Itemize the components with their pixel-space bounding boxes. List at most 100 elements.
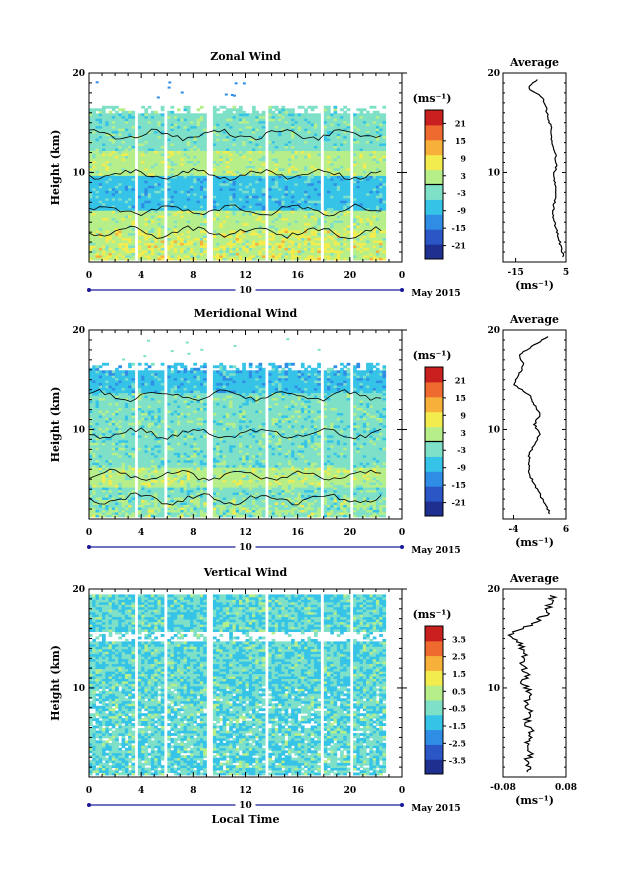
heatmap-cell [255,125,259,129]
heatmap-cell [294,242,299,246]
heatmap-cell [196,155,201,159]
heatmap-cell [115,210,119,214]
heatmap-cell [105,125,109,129]
heatmap-cell [128,177,132,181]
heatmap-cell [170,237,175,241]
heatmap-cell [124,123,129,127]
heatmap-cell [346,120,351,124]
heatmap-cell [115,140,119,144]
heatmap-cell [375,113,380,117]
heatmap-cell [330,140,334,144]
heatmap-cell [372,110,377,114]
heatmap-cell [167,118,171,122]
heatmap-cell [115,177,119,181]
heatmap-cell [196,190,201,194]
heatmap-cell [261,252,266,256]
heatmap-cell [235,252,240,256]
heatmap-cell [115,105,119,109]
heatmap-cell [271,190,276,194]
heatmap-cell [261,158,266,161]
heatmap-cell [222,143,227,146]
heatmap-cell [304,205,308,209]
heatmap-cell [160,232,165,236]
heatmap-cell [356,190,361,194]
heatmap-cell [219,115,224,119]
heatmap-cell [190,130,194,134]
heatmap-cell [124,148,129,151]
heatmap-cell [115,170,119,174]
heatmap-cell [111,220,116,224]
heatmap-cell [102,145,106,149]
heatmap-cell [268,237,272,241]
heatmap-cell [291,185,295,189]
heatmap-cell [131,250,136,253]
heatmap-cell [190,252,194,256]
heatmap-cell [271,207,276,211]
heatmap-cell [314,195,318,199]
heatmap-cell [102,148,106,151]
heatmap-cell [359,187,364,191]
heatmap-cell [369,160,374,164]
heatmap-cell [340,182,344,186]
heatmap-cell [379,197,383,201]
heatmap-cell [239,247,243,251]
heatmap-cell [239,225,243,229]
heatmap-cell [245,212,250,216]
heatmap-cell [216,210,220,214]
heatmap-cell [128,242,132,246]
heatmap-cell [118,240,122,243]
heatmap-cell [333,160,338,164]
heatmap-cell [245,255,250,258]
heatmap-cell [336,202,341,206]
heatmap-cell [196,177,201,181]
heatmap-cell [203,155,207,159]
heatmap-cell [115,225,119,229]
heatmap-cell [225,153,230,156]
heatmap-cell [268,255,272,258]
heatmap-cell [115,237,119,241]
heatmap-cell [362,182,367,186]
heatmap-cell [300,148,305,151]
heatmap-cell [314,120,318,124]
heatmap-cell [239,210,243,214]
heatmap-cell [336,170,341,174]
heatmap-cell [304,108,308,112]
heatmap-cell [137,160,142,164]
heatmap-cell [177,190,181,194]
heatmap-cell [252,220,256,224]
heatmap-cell [235,108,240,112]
heatmap-cell [167,227,171,231]
heatmap-cell [160,187,165,191]
heatmap-cell [284,173,289,176]
heatmap-cell [239,143,243,146]
heatmap-cell [268,123,272,127]
heatmap-cell [150,145,155,149]
heatmap-cell [242,125,246,129]
heatmap-cell [235,155,240,159]
heatmap-cell [232,128,237,132]
heatmap-cell [105,128,109,132]
heatmap-cell [261,207,266,211]
heatmap-cell [356,235,361,238]
heatmap-cell [170,182,175,186]
heatmap-cell [300,255,305,258]
heatmap-cell [359,222,364,226]
heatmap-cell [333,195,338,199]
heatmap-cell [375,173,380,176]
heatmap-cell [274,235,279,238]
heatmap-cell [157,242,162,246]
heatmap-cell [137,207,142,211]
heatmap-cell [102,163,106,166]
heatmap-cell [199,125,204,129]
heatmap-cell [333,247,338,251]
heatmap-cell [212,135,217,139]
heatmap-cell [89,145,93,149]
heatmap-cell [356,150,361,154]
heatmap-cell [239,115,243,119]
heatmap-cell [137,145,142,149]
heatmap-cell [229,245,233,248]
heatmap-cell [248,252,253,256]
heatmap-cell [372,192,377,196]
heatmap-cell [242,135,246,139]
heatmap-cell [183,217,188,221]
